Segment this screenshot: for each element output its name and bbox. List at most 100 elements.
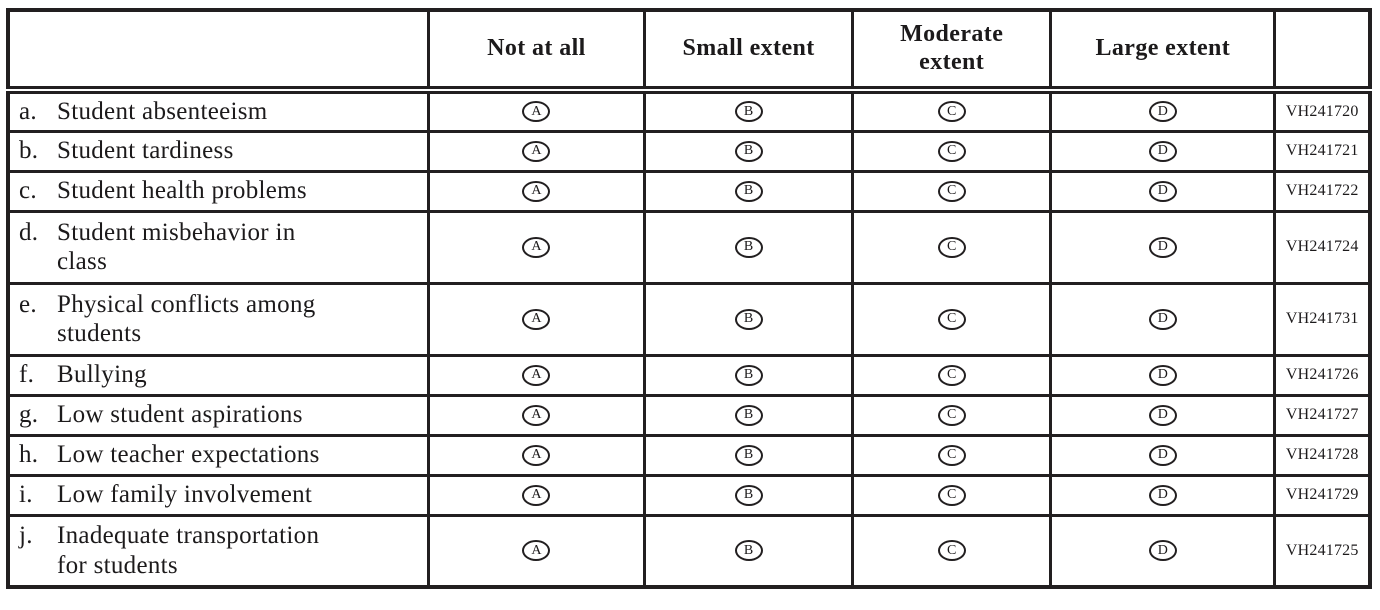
- item-cell: b. Student tardiness: [6, 129, 430, 173]
- survey-table: Not at all Small extent Moderate extent …: [6, 8, 1372, 589]
- option-cell-moderate-extent: C: [851, 281, 1053, 357]
- answer-bubble-c[interactable]: C: [937, 101, 966, 123]
- table-row: g. Low student aspirations A B C D VH241…: [6, 393, 1372, 437]
- option-cell-large-extent: D: [1049, 209, 1277, 285]
- table-row: d. Student misbehavior in class A B C D …: [6, 209, 1372, 285]
- option-cell-small-extent: B: [643, 281, 855, 357]
- row-code: VH241728: [1273, 433, 1372, 477]
- option-cell-moderate-extent: C: [851, 129, 1053, 173]
- answer-bubble-a[interactable]: A: [522, 404, 551, 426]
- option-cell-small-extent: B: [643, 88, 855, 133]
- option-cell-not-at-all: A: [426, 88, 647, 133]
- row-letter: d.: [19, 218, 39, 246]
- option-cell-not-at-all: A: [426, 393, 647, 437]
- table-row: e. Physical conflicts among students A B…: [6, 281, 1372, 357]
- answer-bubble-a[interactable]: A: [522, 236, 551, 258]
- row-code: VH241727: [1273, 393, 1372, 437]
- answer-bubble-a[interactable]: A: [522, 308, 551, 330]
- answer-bubble-d[interactable]: D: [1148, 101, 1177, 123]
- answer-bubble-b[interactable]: B: [734, 404, 763, 426]
- answer-bubble-a[interactable]: A: [522, 180, 551, 202]
- row-label: Student misbehavior in class: [57, 218, 296, 276]
- row-label: Inadequate transportation for students: [57, 522, 320, 579]
- answer-bubble-b[interactable]: B: [734, 140, 763, 162]
- option-cell-large-extent: D: [1049, 393, 1277, 437]
- answer-bubble-b[interactable]: B: [734, 236, 763, 258]
- option-cell-moderate-extent: C: [851, 169, 1053, 213]
- option-cell-large-extent: D: [1049, 129, 1277, 173]
- answer-bubble-d[interactable]: D: [1148, 540, 1177, 562]
- header-moderate-extent: Moderate extent: [851, 8, 1053, 94]
- answer-bubble-b[interactable]: B: [734, 180, 763, 202]
- answer-bubble-a[interactable]: A: [522, 444, 551, 466]
- answer-bubble-b[interactable]: B: [734, 540, 763, 562]
- answer-bubble-b[interactable]: B: [734, 364, 763, 386]
- answer-bubble-a[interactable]: A: [522, 140, 551, 162]
- table-row: h. Low teacher expectations A B C D VH24…: [6, 433, 1372, 477]
- row-code: VH241726: [1273, 353, 1372, 397]
- answer-bubble-d[interactable]: D: [1148, 140, 1177, 162]
- answer-bubble-d[interactable]: D: [1148, 180, 1177, 202]
- answer-bubble-c[interactable]: C: [937, 444, 966, 466]
- row-label: Student absenteeism: [57, 98, 268, 125]
- row-label: Low family involvement: [57, 481, 313, 509]
- answer-bubble-d[interactable]: D: [1148, 444, 1177, 466]
- option-cell-not-at-all: A: [426, 513, 647, 589]
- answer-bubble-d[interactable]: D: [1148, 308, 1177, 330]
- table-row: c. Student health problems A B C D VH241…: [6, 169, 1372, 213]
- item-cell: c. Student health problems: [6, 169, 430, 213]
- option-cell-large-extent: D: [1049, 281, 1277, 357]
- option-cell-moderate-extent: C: [851, 209, 1053, 285]
- corner-header: [6, 8, 430, 94]
- option-cell-moderate-extent: C: [851, 393, 1053, 437]
- row-letter: f.: [19, 361, 35, 389]
- answer-bubble-c[interactable]: C: [937, 540, 966, 562]
- answer-bubble-d[interactable]: D: [1148, 364, 1177, 386]
- answer-bubble-c[interactable]: C: [937, 236, 966, 258]
- answer-bubble-b[interactable]: B: [734, 101, 763, 123]
- item-cell: d. Student misbehavior in class: [6, 209, 430, 285]
- answer-bubble-c[interactable]: C: [937, 484, 966, 506]
- header-large-extent: Large extent: [1049, 8, 1277, 94]
- option-cell-not-at-all: A: [426, 353, 647, 397]
- option-cell-small-extent: B: [643, 169, 855, 213]
- answer-bubble-c[interactable]: C: [937, 140, 966, 162]
- answer-bubble-d[interactable]: D: [1148, 404, 1177, 426]
- option-cell-moderate-extent: C: [851, 88, 1053, 133]
- header-code-column: [1273, 8, 1372, 94]
- row-letter: a.: [19, 98, 37, 125]
- answer-bubble-b[interactable]: B: [734, 308, 763, 330]
- row-code: VH241729: [1273, 473, 1372, 517]
- table-header: Not at all Small extent Moderate extent …: [6, 8, 1372, 94]
- table-row: f. Bullying A B C D VH241726: [6, 353, 1372, 397]
- option-cell-large-extent: D: [1049, 88, 1277, 133]
- item-cell: g. Low student aspirations: [6, 393, 430, 437]
- answer-bubble-c[interactable]: C: [937, 308, 966, 330]
- option-cell-small-extent: B: [643, 513, 855, 589]
- answer-bubble-d[interactable]: D: [1148, 236, 1177, 258]
- answer-bubble-a[interactable]: A: [522, 484, 551, 506]
- option-cell-large-extent: D: [1049, 169, 1277, 213]
- item-cell: i. Low family involvement: [6, 473, 430, 517]
- row-letter: c.: [19, 177, 37, 205]
- answer-bubble-a[interactable]: A: [522, 101, 551, 123]
- option-cell-not-at-all: A: [426, 473, 647, 517]
- option-cell-small-extent: B: [643, 209, 855, 285]
- row-letter: g.: [19, 401, 39, 429]
- option-cell-large-extent: D: [1049, 473, 1277, 517]
- header-row: Not at all Small extent Moderate extent …: [6, 8, 1372, 94]
- option-cell-moderate-extent: C: [851, 513, 1053, 589]
- answer-bubble-c[interactable]: C: [937, 180, 966, 202]
- row-letter: i.: [19, 481, 33, 509]
- answer-bubble-a[interactable]: A: [522, 364, 551, 386]
- answer-bubble-c[interactable]: C: [937, 404, 966, 426]
- answer-bubble-c[interactable]: C: [937, 364, 966, 386]
- answer-bubble-b[interactable]: B: [734, 484, 763, 506]
- answer-bubble-d[interactable]: D: [1148, 484, 1177, 506]
- answer-bubble-a[interactable]: A: [522, 540, 551, 562]
- row-letter: b.: [19, 137, 39, 165]
- option-cell-moderate-extent: C: [851, 473, 1053, 517]
- item-cell: h. Low teacher expectations: [6, 433, 430, 477]
- answer-bubble-b[interactable]: B: [734, 444, 763, 466]
